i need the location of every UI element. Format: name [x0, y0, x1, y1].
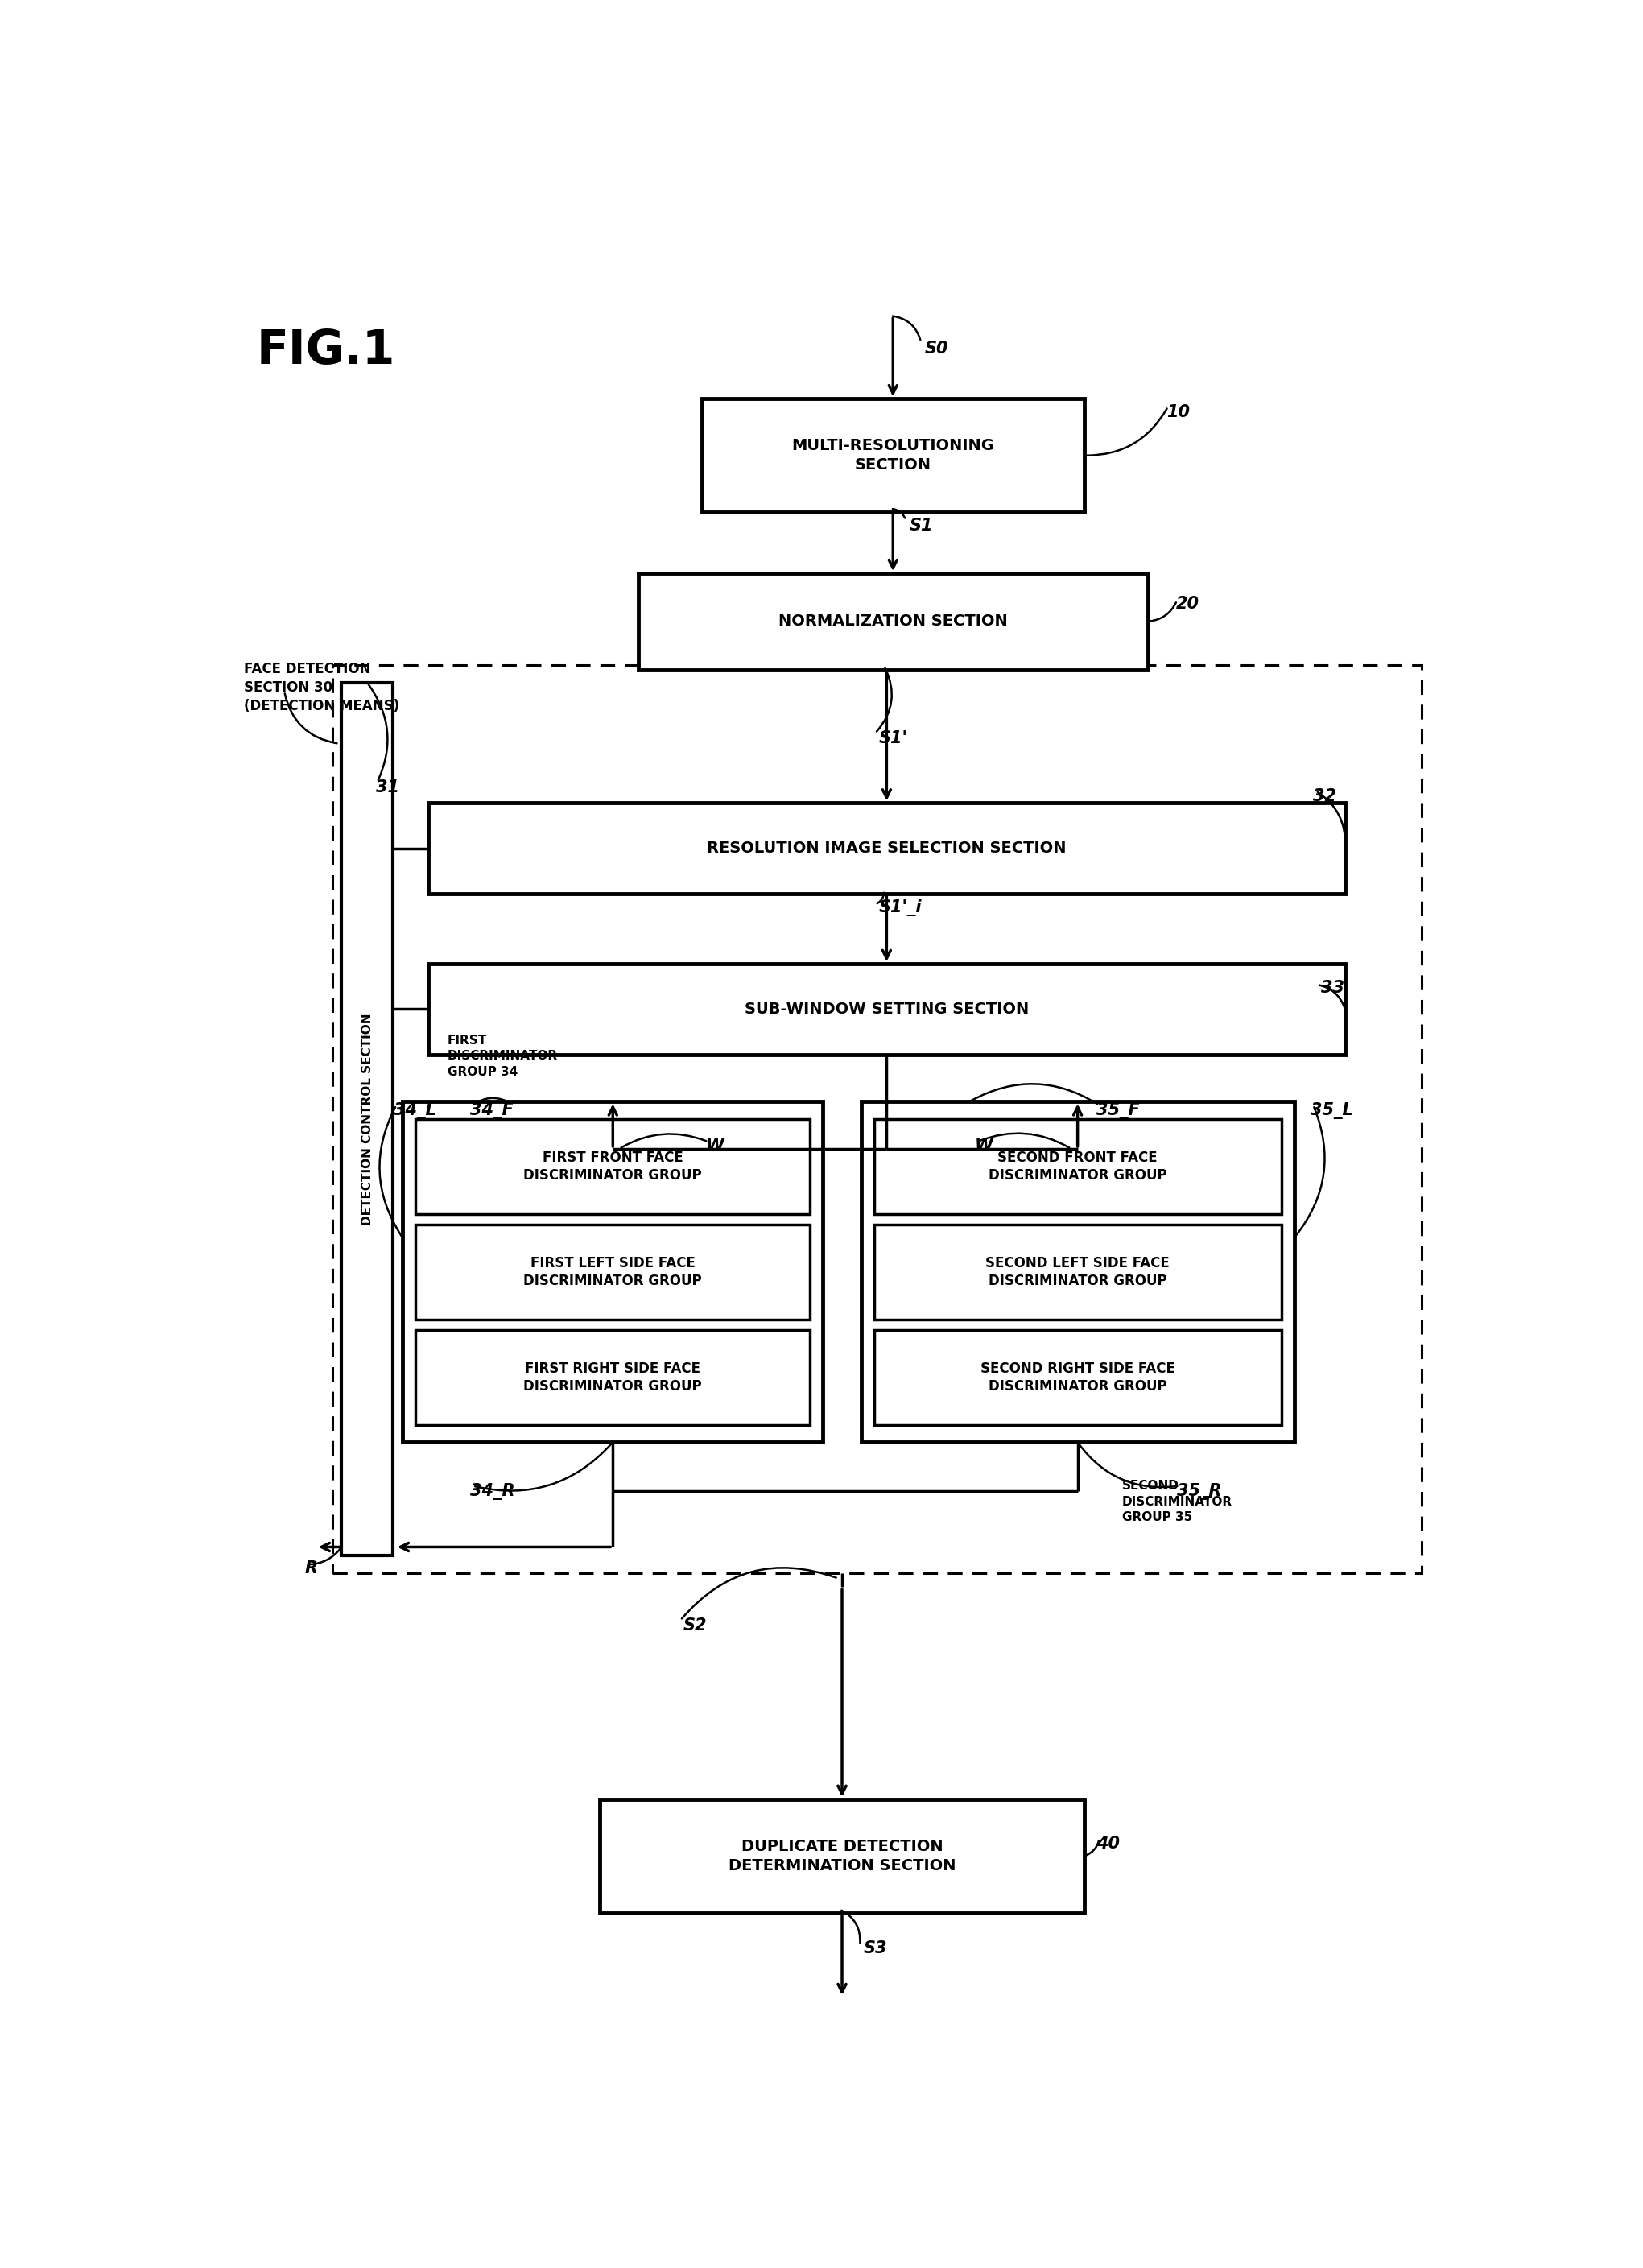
Text: SECOND
DISCRIMINATOR
GROUP 35: SECOND DISCRIMINATOR GROUP 35	[1122, 1481, 1232, 1524]
Text: DUPLICATE DETECTION
DETERMINATION SECTION: DUPLICATE DETECTION DETERMINATION SECTIO…	[728, 1839, 956, 1873]
Text: MULTI-RESOLUTIONING
SECTION: MULTI-RESOLUTIONING SECTION	[792, 438, 994, 474]
Text: 10: 10	[1167, 404, 1190, 420]
Text: S0: S0	[925, 340, 948, 356]
Bar	[332, 665, 1421, 1574]
Text: RESOLUTION IMAGE SELECTION SECTION: RESOLUTION IMAGE SELECTION SECTION	[706, 841, 1066, 855]
Bar	[639, 574, 1147, 669]
Text: 32: 32	[1313, 787, 1336, 805]
Text: NORMALIZATION SECTION: NORMALIZATION SECTION	[779, 615, 1007, 628]
Bar	[874, 1118, 1282, 1213]
Text: SECOND LEFT SIDE FACE
DISCRIMINATOR GROUP: SECOND LEFT SIDE FACE DISCRIMINATOR GROU…	[986, 1256, 1170, 1288]
Bar	[416, 1118, 810, 1213]
Text: SECOND RIGHT SIDE FACE
DISCRIMINATOR GROUP: SECOND RIGHT SIDE FACE DISCRIMINATOR GRO…	[981, 1361, 1175, 1393]
Text: S2: S2	[683, 1617, 706, 1633]
Text: 35_L: 35_L	[1311, 1102, 1354, 1118]
Text: 35_F: 35_F	[1098, 1102, 1140, 1118]
Text: SECOND FRONT FACE
DISCRIMINATOR GROUP: SECOND FRONT FACE DISCRIMINATOR GROUP	[989, 1150, 1167, 1184]
Text: S1: S1	[910, 517, 933, 533]
Text: 20: 20	[1176, 596, 1199, 612]
Text: 34_L: 34_L	[394, 1102, 437, 1118]
Text: S1'_i: S1'_i	[879, 900, 922, 916]
Text: 34_F: 34_F	[470, 1102, 514, 1118]
Bar	[429, 803, 1346, 894]
Text: W: W	[706, 1136, 725, 1154]
Text: FIRST LEFT SIDE FACE
DISCRIMINATOR GROUP: FIRST LEFT SIDE FACE DISCRIMINATOR GROUP	[524, 1256, 702, 1288]
Text: FACE DETECTION
SECTION 30
(DETECTION MEANS): FACE DETECTION SECTION 30 (DETECTION MEA…	[243, 662, 399, 714]
Text: R: R	[304, 1560, 317, 1576]
Bar	[429, 964, 1346, 1055]
Bar	[403, 1102, 823, 1442]
Text: 33: 33	[1321, 980, 1344, 996]
Text: 40: 40	[1098, 1835, 1121, 1853]
Text: FIRST RIGHT SIDE FACE
DISCRIMINATOR GROUP: FIRST RIGHT SIDE FACE DISCRIMINATOR GROU…	[524, 1361, 702, 1393]
Text: FIRST FRONT FACE
DISCRIMINATOR GROUP: FIRST FRONT FACE DISCRIMINATOR GROUP	[524, 1150, 702, 1184]
Text: 34_R: 34_R	[470, 1483, 514, 1499]
Bar	[874, 1225, 1282, 1320]
Text: SUB-WINDOW SETTING SECTION: SUB-WINDOW SETTING SECTION	[744, 1002, 1029, 1016]
Text: S1': S1'	[879, 730, 909, 746]
Bar	[702, 399, 1084, 513]
Text: 35_R: 35_R	[1176, 1483, 1222, 1499]
Bar	[416, 1329, 810, 1424]
Bar	[342, 683, 393, 1556]
Text: 31: 31	[376, 780, 399, 796]
Text: DETECTION CONTROL SECTION: DETECTION CONTROL SECTION	[361, 1014, 373, 1225]
Text: FIG.1: FIG.1	[256, 329, 394, 374]
Bar	[416, 1225, 810, 1320]
Text: FIRST
DISCRIMINATOR
GROUP 34: FIRST DISCRIMINATOR GROUP 34	[447, 1034, 557, 1077]
Bar	[600, 1799, 1084, 1912]
Bar	[861, 1102, 1295, 1442]
Text: W: W	[974, 1136, 992, 1154]
Text: S3: S3	[864, 1941, 887, 1957]
Bar	[874, 1329, 1282, 1424]
